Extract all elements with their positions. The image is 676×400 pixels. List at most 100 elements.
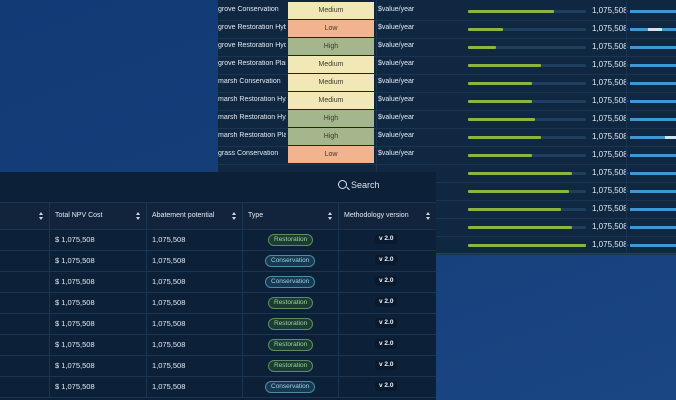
table-row[interactable]: $ 1,075,508 1,075,508 Conservation v 2.0	[0, 376, 436, 398]
header-abatement-potential[interactable]: Abatement potential	[146, 203, 242, 229]
progress-track	[468, 28, 586, 31]
table-row[interactable]: $ 1,075,508 1,075,508 Restoration v 2.0	[0, 355, 436, 377]
secondary-bar-highlight	[648, 28, 663, 31]
progress-track	[468, 208, 586, 211]
type-cell: Restoration	[242, 313, 338, 334]
progress-fill	[468, 172, 572, 175]
progress-track	[468, 46, 586, 49]
secondary-bar	[630, 64, 676, 67]
cost-cell: $ 1,075,508	[49, 250, 146, 271]
rank-row: 1,075,508	[436, 200, 676, 219]
header-methodology-version[interactable]: Methodology version	[338, 203, 436, 229]
project-row[interactable]: grass Conservation Low $value/year	[218, 146, 466, 165]
sort-icon[interactable]	[39, 212, 44, 220]
table-header: Total NPV Cost Abatement potential Type …	[0, 202, 436, 230]
progress-track	[468, 100, 586, 103]
search-label: Search	[351, 180, 380, 190]
cost-cell: $ 1,075,508	[49, 271, 146, 292]
abatement-cell-text: 1,075,508	[152, 277, 186, 286]
project-row[interactable]: marsh Restoration Hy... High $value/year	[218, 110, 466, 129]
abatement-cell-text: 1,075,508	[152, 382, 186, 391]
cost-cell: $ 1,075,508	[49, 334, 146, 355]
project-row[interactable]: grove Restoration Hyd... High $value/year	[218, 38, 466, 57]
rank-row: 1,075,508	[436, 20, 676, 39]
abatement-cell-text: 1,075,508	[152, 340, 186, 349]
type-badge: Conservation	[265, 381, 316, 393]
abatement-cell: 1,075,508	[146, 376, 242, 397]
project-name: marsh Restoration Hy...	[218, 96, 286, 103]
unit-label: $value/year	[378, 96, 415, 103]
unit-label: $value/year	[378, 42, 415, 49]
rank-value: 1,075,508	[592, 132, 628, 141]
version-badge: v 2.0	[375, 234, 398, 244]
type-cell: Conservation	[242, 376, 338, 397]
version-cell: v 2.0	[338, 334, 436, 355]
search-icon	[338, 180, 347, 189]
rating-cell: High	[288, 128, 374, 145]
project-name: grove Restoration Plan...	[218, 60, 286, 67]
sort-icon[interactable]	[232, 212, 237, 220]
header-label: Abatement potential	[152, 212, 215, 219]
cost-cell: $ 1,075,508	[49, 376, 146, 397]
table-row[interactable]: $ 1,075,508 1,075,508 Restoration v 2.0	[0, 229, 436, 251]
unit-label: $value/year	[378, 114, 415, 121]
rating-cell: Medium	[288, 2, 374, 19]
type-cell: Restoration	[242, 334, 338, 355]
column-divider	[626, 38, 627, 56]
cost-cell: $ 1,075,508	[49, 229, 146, 250]
header-total-npv-cost[interactable]: Total NPV Cost	[49, 203, 146, 229]
progress-fill	[468, 226, 572, 229]
rank-row: 1,075,508	[436, 146, 676, 165]
column-divider	[626, 110, 627, 128]
rank-row: 1,075,508	[436, 74, 676, 93]
rating-cell: Medium	[288, 92, 374, 109]
table-row[interactable]: $ 1,075,508 1,075,508 Conservation v 2.0	[0, 271, 436, 293]
row-first-cell	[0, 292, 49, 313]
rank-row: 1,075,508	[436, 182, 676, 201]
rank-row: 1,075,508	[436, 236, 676, 255]
project-row[interactable]: grove Restoration Plan...Medium $value/ye…	[218, 56, 466, 75]
progress-track	[468, 244, 586, 247]
type-badge: Restoration	[268, 297, 314, 309]
abatement-cell: 1,075,508	[146, 229, 242, 250]
rank-row: 1,075,508	[436, 218, 676, 237]
table-row[interactable]: $ 1,075,508 1,075,508 Conservation v 2.0	[0, 250, 436, 272]
column-divider	[626, 20, 627, 38]
project-name: grove Restoration Hyb...	[218, 24, 286, 31]
sort-icon[interactable]	[328, 212, 333, 220]
column-divider	[626, 56, 627, 74]
column-divider	[626, 74, 627, 92]
header-type[interactable]: Type	[242, 203, 338, 229]
version-badge: v 2.0	[375, 360, 398, 370]
rating-cell: Low	[288, 146, 374, 163]
table-row[interactable]: $ 1,075,508 1,075,508 Restoration v 2.0	[0, 334, 436, 356]
rating-cell: High	[288, 110, 374, 127]
sort-icon[interactable]	[136, 212, 141, 220]
project-row[interactable]: marsh Restoration Hy... Medium $value/year	[218, 92, 466, 111]
secondary-bar	[630, 154, 676, 157]
project-name: marsh Conservation	[218, 78, 281, 85]
row-first-cell	[0, 313, 49, 334]
search-button[interactable]: Search	[338, 180, 380, 190]
rating-cell: High	[288, 38, 374, 55]
column-divider	[626, 182, 627, 200]
project-row[interactable]: grove Restoration Hyb... Low $value/year	[218, 20, 466, 39]
header-cell-first[interactable]	[0, 203, 49, 229]
ranking-panel: 1,075,508 1,075,508 1,075,508 1,075,508 1,07…	[436, 0, 676, 255]
column-divider	[626, 164, 627, 182]
progress-fill	[468, 28, 504, 31]
project-row[interactable]: marsh Conservation Medium $value/year	[218, 74, 466, 93]
version-badge: v 2.0	[375, 276, 398, 286]
column-divider	[626, 92, 627, 110]
column-divider	[626, 2, 627, 20]
cost-cell-text: $ 1,075,508	[55, 319, 95, 328]
table-row[interactable]: $ 1,075,508 1,075,508 Restoration v 2.0	[0, 313, 436, 335]
rank-value: 1,075,508	[592, 24, 628, 33]
abatement-cell: 1,075,508	[146, 313, 242, 334]
project-name: grass Conservation	[218, 150, 279, 157]
table-row[interactable]: $ 1,075,508 1,075,508 Restoration v 2.0	[0, 292, 436, 314]
project-row[interactable]: marsh Restoration Pla... High $value/year	[218, 128, 466, 147]
rank-row: 1,075,508	[436, 92, 676, 111]
project-row[interactable]: grove Conservation Medium $value/year	[218, 2, 466, 21]
sort-icon[interactable]	[426, 212, 431, 220]
